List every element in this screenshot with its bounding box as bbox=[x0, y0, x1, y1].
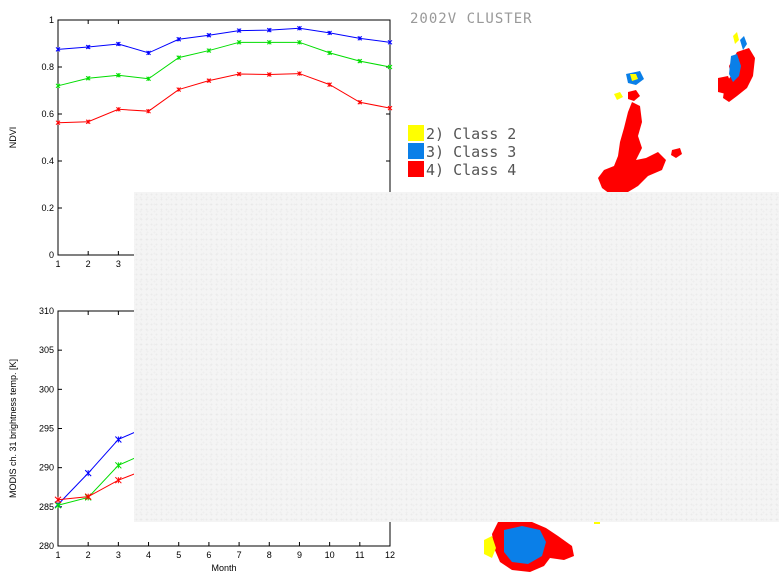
y-tick-label: 305 bbox=[39, 345, 54, 355]
x-tick-label: 9 bbox=[297, 550, 302, 560]
map-patch-class4 bbox=[628, 90, 640, 101]
map-patch-class4 bbox=[671, 148, 682, 158]
x-tick-label: 10 bbox=[325, 550, 335, 560]
y-tick-label: 285 bbox=[39, 502, 54, 512]
x-tick-label: 12 bbox=[385, 550, 395, 560]
x-tick-label: 2 bbox=[86, 259, 91, 269]
y-tick-label: 0.2 bbox=[41, 203, 54, 213]
x-tick-label: 5 bbox=[176, 550, 181, 560]
legend-swatch-class2 bbox=[408, 125, 424, 141]
occluding-panel bbox=[134, 192, 779, 522]
map-patch-class2 bbox=[614, 74, 638, 100]
y-tick-label: 0 bbox=[49, 250, 54, 260]
legend-label-class2: 2) Class 2 bbox=[426, 125, 516, 143]
y-tick-label: 280 bbox=[39, 541, 54, 551]
legend: 2) Class 2 3) Class 3 4) Class 4 bbox=[408, 125, 516, 179]
map-patch-class3 bbox=[504, 526, 546, 564]
legend-swatch-class3 bbox=[408, 143, 424, 159]
y-axis-label: NDVI bbox=[8, 127, 18, 149]
series-line bbox=[57, 467, 149, 501]
y-tick-label: 0.4 bbox=[41, 156, 54, 166]
x-tick-label: 7 bbox=[237, 550, 242, 560]
x-tick-label: 11 bbox=[355, 550, 364, 560]
series-line bbox=[57, 41, 391, 87]
legend-swatch-class4 bbox=[408, 161, 424, 177]
series-line bbox=[57, 27, 391, 54]
x-axis-label: Month bbox=[211, 563, 236, 573]
series-line bbox=[57, 425, 149, 505]
series-line bbox=[57, 451, 149, 506]
legend-label-class4: 4) Class 4 bbox=[426, 161, 516, 179]
y-tick-label: 295 bbox=[39, 424, 54, 434]
cluster-map bbox=[484, 32, 755, 572]
y-axis-label: MODIS ch. 31 brightness temp. [K] bbox=[8, 359, 18, 498]
cluster-title: 2002V CLUSTER bbox=[410, 11, 533, 27]
y-tick-label: 1 bbox=[49, 15, 54, 25]
x-tick-label: 2 bbox=[86, 550, 91, 560]
map-patch-class3 bbox=[729, 36, 747, 82]
x-tick-label: 3 bbox=[116, 550, 121, 560]
map-patch-class2 bbox=[733, 32, 739, 44]
y-tick-label: 310 bbox=[39, 306, 54, 316]
legend-label-class3: 3) Class 3 bbox=[426, 143, 516, 161]
x-tick-label: 1 bbox=[55, 259, 60, 269]
y-tick-label: 0.8 bbox=[41, 62, 54, 72]
x-tick-label: 6 bbox=[206, 550, 211, 560]
ndvi-chart: 0 0.2 0.4 0.6 0.8 1 1 2 3 NDVI bbox=[8, 15, 393, 269]
x-tick-label: 4 bbox=[146, 550, 151, 560]
map-patch-class4 bbox=[718, 76, 732, 94]
y-tick-label: 0.6 bbox=[41, 109, 54, 119]
series-line bbox=[57, 73, 391, 124]
map-patch-class4 bbox=[598, 102, 666, 194]
y-tick-label: 290 bbox=[39, 463, 54, 473]
y-tick-label: 300 bbox=[39, 384, 54, 394]
x-tick-label: 1 bbox=[55, 550, 60, 560]
x-tick-label: 8 bbox=[267, 550, 272, 560]
x-tick-label: 3 bbox=[116, 259, 121, 269]
